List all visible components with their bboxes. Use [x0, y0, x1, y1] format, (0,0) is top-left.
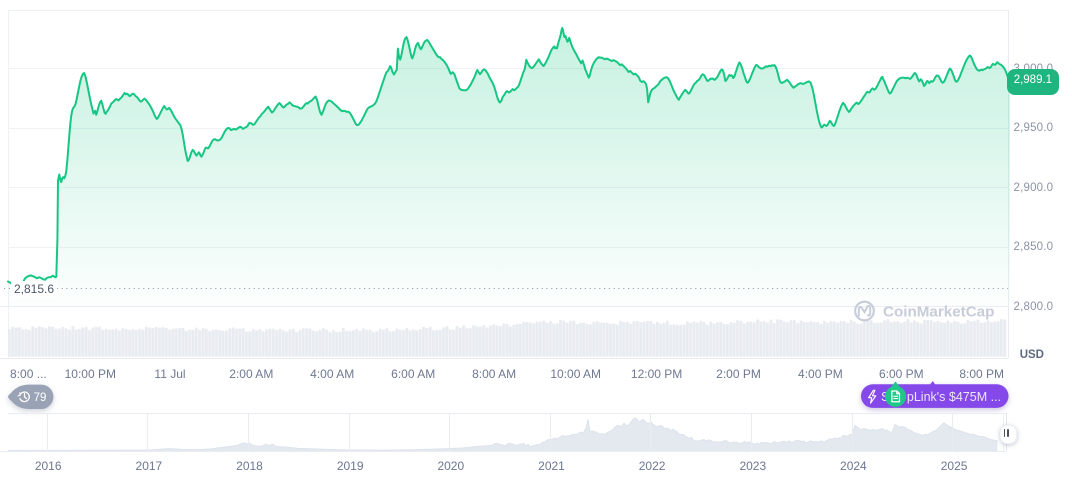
- svg-text:79: 79: [34, 391, 47, 403]
- svg-text:CoinMarketCap: CoinMarketCap: [883, 304, 994, 321]
- svg-text:pLink's $475M ...: pLink's $475M ...: [907, 390, 1001, 404]
